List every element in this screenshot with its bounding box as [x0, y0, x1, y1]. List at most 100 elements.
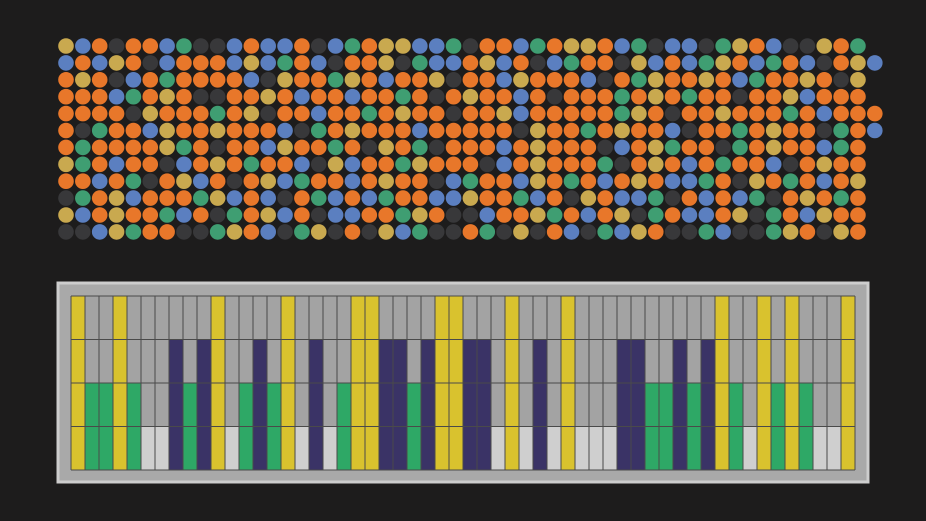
dot [428, 156, 445, 173]
dot [681, 88, 698, 105]
dot [799, 38, 816, 54]
dot [732, 88, 748, 105]
dot [310, 190, 327, 206]
dot [496, 55, 512, 71]
dot [75, 173, 91, 189]
dot [361, 38, 378, 54]
dot [546, 224, 563, 240]
dot [428, 105, 445, 122]
dot [479, 139, 496, 156]
column-bar [225, 426, 239, 470]
dot [125, 224, 142, 240]
dot [176, 38, 192, 54]
dot [546, 55, 563, 71]
dot [91, 207, 108, 223]
dot [412, 122, 428, 139]
dot [294, 122, 310, 139]
dot [563, 139, 580, 156]
dot [765, 105, 782, 122]
dot [631, 139, 647, 156]
dot [647, 38, 664, 54]
dot [698, 72, 715, 88]
dot [782, 88, 799, 105]
dot [749, 190, 765, 206]
dot [833, 122, 849, 139]
dot [108, 139, 125, 156]
dot [816, 139, 833, 156]
dot [631, 173, 647, 189]
dot [732, 224, 748, 240]
column-bar [519, 426, 533, 470]
dot [226, 156, 243, 173]
dot [193, 224, 209, 240]
dot [496, 224, 512, 240]
dot [631, 38, 647, 54]
dot [496, 139, 512, 156]
dot [530, 105, 546, 122]
dot [159, 224, 175, 240]
dot [479, 38, 496, 54]
dot [799, 139, 816, 156]
dot [344, 88, 361, 105]
dot [732, 190, 748, 206]
dot [378, 38, 394, 54]
dot [294, 88, 310, 105]
dot [664, 88, 681, 105]
dot [580, 207, 597, 223]
dot [513, 55, 529, 71]
dot [159, 72, 175, 88]
dot [344, 224, 361, 240]
dot [310, 122, 327, 139]
dot [125, 207, 142, 223]
column-bar [603, 426, 617, 470]
dot [361, 207, 378, 223]
dot [681, 173, 698, 189]
column-bar [393, 339, 407, 470]
dot [327, 173, 344, 189]
dot [681, 156, 698, 173]
dot [664, 55, 681, 71]
dot [462, 224, 479, 240]
dot [361, 88, 378, 105]
dot [428, 55, 445, 71]
column-bar [701, 339, 715, 470]
dot [445, 224, 462, 240]
dot [75, 139, 91, 156]
dot [193, 207, 209, 223]
bar-grid [70, 295, 856, 471]
dot [496, 88, 512, 105]
dot [193, 173, 209, 189]
dot [681, 105, 698, 122]
dot [782, 38, 799, 54]
dot [243, 207, 260, 223]
dot [108, 190, 125, 206]
dot [344, 72, 361, 88]
column-bar [169, 339, 183, 470]
dot [513, 173, 529, 189]
dot [159, 38, 175, 54]
dot [260, 139, 277, 156]
dot [412, 38, 428, 54]
dot [816, 122, 833, 139]
dot [816, 88, 833, 105]
dot [681, 139, 698, 156]
dot [496, 72, 512, 88]
dot [580, 72, 597, 88]
dot [530, 190, 546, 206]
dot [597, 156, 613, 173]
dot [799, 207, 816, 223]
dot [614, 88, 630, 105]
dot [664, 190, 681, 206]
dot [378, 72, 394, 88]
dot [867, 105, 883, 122]
dot [698, 55, 715, 71]
dot [294, 72, 310, 88]
dot [749, 207, 765, 223]
dot [614, 173, 630, 189]
dot [58, 72, 74, 88]
dot [816, 173, 833, 189]
dot [850, 105, 866, 122]
dot [850, 207, 866, 223]
dot [479, 173, 496, 189]
dot [479, 88, 496, 105]
